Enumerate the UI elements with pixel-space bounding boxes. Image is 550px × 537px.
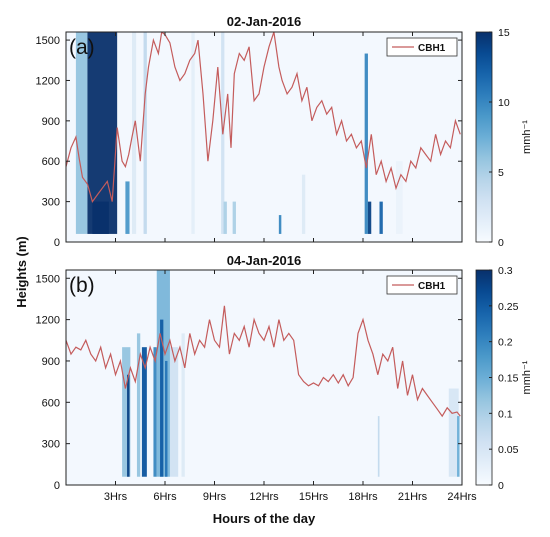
rain-column xyxy=(448,388,459,477)
colorbar-tick-label: 0 xyxy=(498,237,504,249)
y-axis-label: Heights (m) xyxy=(14,236,29,308)
y-tick-label: 1200 xyxy=(36,75,60,87)
colorbar-tick-label: 15 xyxy=(498,27,510,39)
colorbar-tick-label: 0.2 xyxy=(498,337,513,349)
x-tick-label: 9Hrs xyxy=(203,491,227,503)
legend-label: CBH1 xyxy=(418,43,446,54)
cbh1-series-line xyxy=(66,32,461,203)
rain-column xyxy=(457,416,460,477)
legend-label: CBH1 xyxy=(418,281,446,292)
rain-column xyxy=(278,215,282,234)
colorbar-tick-label: 0.15 xyxy=(498,373,519,385)
rain-column xyxy=(92,201,109,234)
rain-column xyxy=(153,347,157,477)
x-tick-label: 6Hrs xyxy=(153,491,177,503)
legend: CBH1 xyxy=(386,37,458,57)
x-axis-label: Hours of the day xyxy=(213,511,316,526)
panel-a: 0 300 600 900 1200 1500 02-Jan-2016 (a) CBH1 0 5 10… xyxy=(36,14,533,249)
rain-column xyxy=(223,201,227,234)
y-tick-label: 600 xyxy=(42,397,60,409)
rain-column xyxy=(165,360,168,477)
x-tick-label: 12Hrs xyxy=(249,491,279,503)
colorbar-bar xyxy=(475,31,493,243)
colorbar-unit-label: mmh⁻¹ xyxy=(521,120,533,154)
rain-column xyxy=(377,416,380,477)
panel-label: (a) xyxy=(69,36,95,59)
rain-column xyxy=(301,174,306,234)
rain-column xyxy=(169,347,179,477)
colorbar-tick-label: 0.25 xyxy=(498,301,519,313)
rain-column xyxy=(143,32,147,234)
panel-title: 04-Jan-2016 xyxy=(227,253,301,268)
x-tick-label: 15Hrs xyxy=(299,491,329,503)
rain-column xyxy=(125,181,130,234)
y-tick-label: 900 xyxy=(42,116,60,128)
x-tick-label: 3Hrs xyxy=(104,491,128,503)
panel-title: 02-Jan-2016 xyxy=(227,14,301,29)
rain-column xyxy=(191,32,195,234)
rain-column xyxy=(127,374,130,477)
cbh1-series-line xyxy=(66,305,461,418)
rain-column xyxy=(364,53,368,234)
y-tick-label: 300 xyxy=(42,439,60,451)
rain-column xyxy=(379,201,383,234)
rain-column xyxy=(396,161,403,234)
rain-column xyxy=(141,347,147,477)
y-tick-label: 300 xyxy=(42,197,60,209)
rain-column xyxy=(160,319,164,477)
y-tick-label: 900 xyxy=(42,356,60,368)
colorbar-tick-label: 10 xyxy=(498,97,510,109)
rain-column xyxy=(367,201,372,234)
colorbar: 0 0.05 0.1 0.15 0.2 0.25 0.3 mmh⁻¹ xyxy=(475,265,533,492)
x-tick-label: 24Hrs xyxy=(447,491,477,503)
legend-box xyxy=(386,37,458,57)
y-tick-label: 1500 xyxy=(36,35,60,47)
colorbar-tick-label: 0.1 xyxy=(498,408,513,420)
legend: CBH1 xyxy=(386,275,458,295)
rain-column xyxy=(132,32,137,234)
y-tick-label: 600 xyxy=(42,156,60,168)
rain-field xyxy=(122,270,460,477)
rain-column xyxy=(75,32,88,234)
colorbar-tick-label: 0 xyxy=(498,480,504,492)
colorbar-tick-label: 0.05 xyxy=(498,444,519,456)
panel-label: (b) xyxy=(69,274,95,297)
y-tick-label: 1500 xyxy=(36,273,60,285)
y-tick-label: 0 xyxy=(54,480,60,492)
x-tick-label: 21Hrs xyxy=(398,491,428,503)
rain-column xyxy=(181,333,185,477)
x-tick-label: 18Hrs xyxy=(348,491,378,503)
panel-b: 0 300 600 900 1200 1500 3Hrs 6Hrs 9Hrs 12Hrs 15Hrs… xyxy=(36,253,533,503)
colorbar-tick-label: 5 xyxy=(498,167,504,179)
legend-box xyxy=(386,275,458,295)
colorbar-unit-label: mmh⁻¹ xyxy=(521,360,533,394)
y-tick-label: 1200 xyxy=(36,315,60,327)
rain-column xyxy=(136,333,141,477)
colorbar: 0 5 10 15 mmh⁻¹ xyxy=(475,27,533,249)
y-tick-label: 0 xyxy=(54,237,60,249)
colorbar-tick-label: 0.3 xyxy=(498,265,513,277)
rain-column xyxy=(122,347,131,477)
rain-column xyxy=(232,201,236,234)
